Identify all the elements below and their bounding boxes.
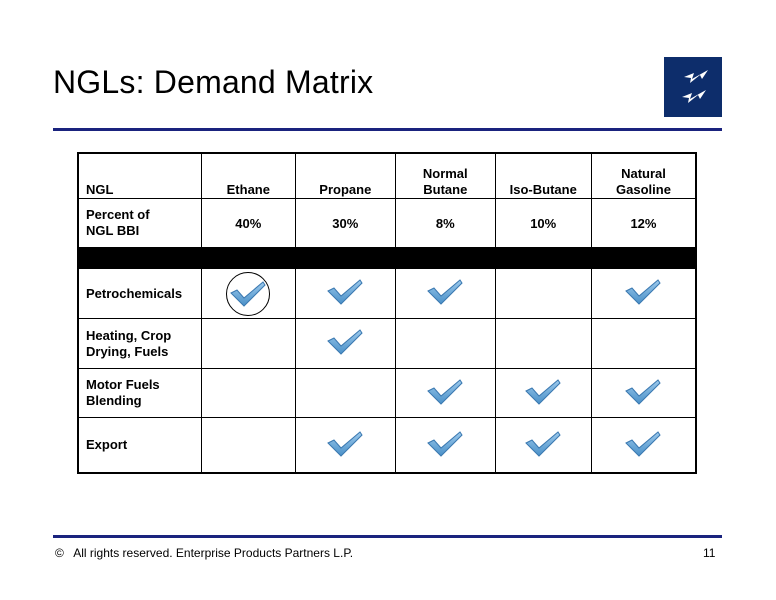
title-divider <box>53 128 722 131</box>
company-logo <box>664 57 722 117</box>
checkmark-icon <box>426 278 464 306</box>
demand-matrix-table: NGL Ethane Propane Normal Butane Iso-Buta… <box>77 152 697 474</box>
use-cell <box>590 268 697 319</box>
use-cell <box>294 417 397 474</box>
use-cell <box>201 268 296 319</box>
checkmark-icon <box>426 430 464 458</box>
percent-value: 30% <box>294 198 397 248</box>
use-cell <box>590 368 697 418</box>
page-number: 11 <box>703 546 716 560</box>
header-row: NGL Ethane Propane Normal Butane Iso-Buta… <box>77 152 697 199</box>
use-cell <box>201 417 296 474</box>
use-row: Export <box>77 417 697 474</box>
header-ngl: NGL <box>77 152 203 199</box>
percent-label: Percent of NGL BBI <box>77 198 203 248</box>
checkmark-icon <box>326 278 364 306</box>
checkmark-icon <box>229 280 267 308</box>
header-normal-butane: Normal Butane <box>395 152 496 199</box>
footer-text: All rights reserved. Enterprise Products… <box>73 546 354 560</box>
use-label: Petrochemicals <box>77 268 203 319</box>
footer-divider <box>53 535 722 538</box>
use-cell <box>494 368 592 418</box>
use-cell <box>201 368 296 418</box>
use-row: Petrochemicals <box>77 268 697 319</box>
use-cell <box>294 368 397 418</box>
use-cell <box>590 318 697 369</box>
use-cell <box>395 368 496 418</box>
percent-row: Percent of NGL BBI 40% 30% 8% 10% 12% <box>77 198 697 248</box>
slide-title: NGLs: Demand Matrix <box>53 64 374 100</box>
checkmark-icon <box>524 430 562 458</box>
use-cell <box>590 417 697 474</box>
checkmark-icon <box>524 378 562 406</box>
use-cell <box>294 268 397 319</box>
use-cell <box>294 318 397 369</box>
percent-value: 10% <box>494 198 592 248</box>
use-label: Heating, Crop Drying, Fuels <box>77 318 203 369</box>
header-ethane: Ethane <box>201 152 296 199</box>
checkmark-icon <box>326 328 364 356</box>
separator-row <box>77 247 697 269</box>
use-cell <box>494 268 592 319</box>
use-cell <box>494 417 592 474</box>
checkmark-icon <box>426 378 464 406</box>
footer-copyright: © All rights reserved. Enterprise Produc… <box>55 546 353 560</box>
use-cell <box>395 268 496 319</box>
header-natural-gasoline: Natural Gasoline <box>590 152 697 199</box>
use-label: Motor Fuels Blending <box>77 368 203 418</box>
percent-value: 8% <box>395 198 496 248</box>
copyright-icon: © <box>55 546 64 560</box>
checkmark-icon <box>624 378 662 406</box>
use-cell <box>494 318 592 369</box>
checkmark-icon <box>326 430 364 458</box>
use-label: Export <box>77 417 203 474</box>
use-row: Heating, Crop Drying, Fuels <box>77 318 697 369</box>
separator-bar <box>77 247 697 269</box>
use-cell <box>395 417 496 474</box>
use-cell <box>395 318 496 369</box>
lightning-bolt-logo-icon <box>682 70 708 103</box>
header-propane: Propane <box>294 152 397 199</box>
highlight-circle <box>226 271 271 316</box>
percent-value: 40% <box>201 198 296 248</box>
use-cell <box>201 318 296 369</box>
header-iso-butane: Iso-Butane <box>494 152 592 199</box>
checkmark-icon <box>624 430 662 458</box>
use-row: Motor Fuels Blending <box>77 368 697 418</box>
checkmark-icon <box>624 278 662 306</box>
percent-value: 12% <box>590 198 697 248</box>
